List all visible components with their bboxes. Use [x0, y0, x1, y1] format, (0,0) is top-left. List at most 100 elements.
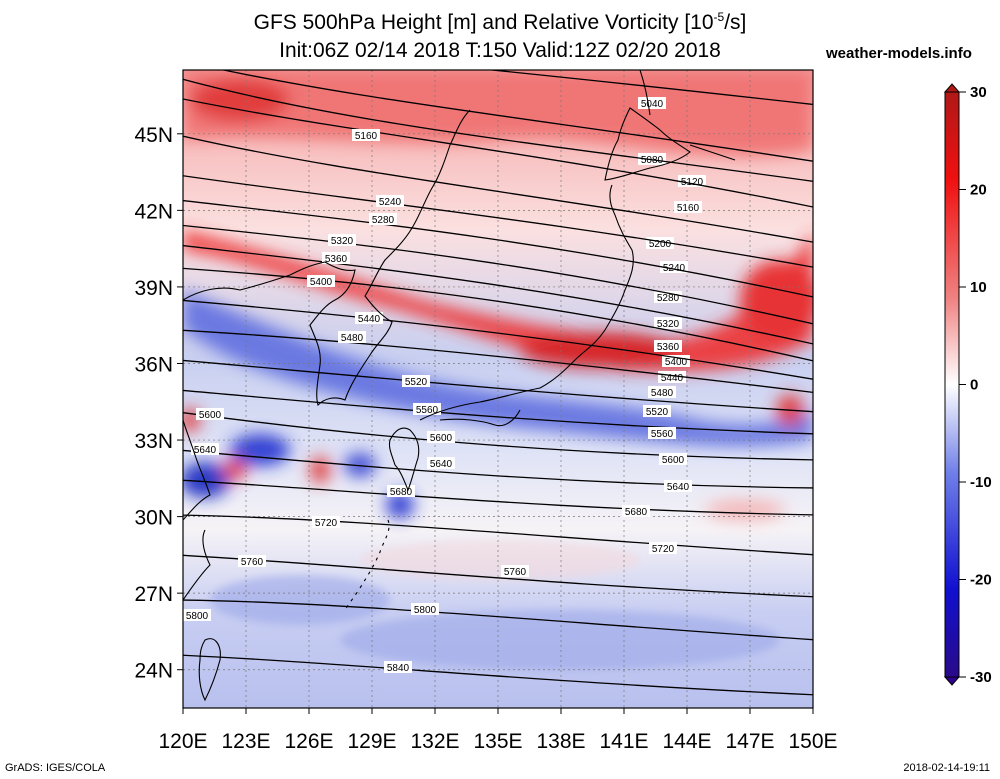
height-contour-label: 5760	[501, 565, 529, 578]
lat-tick-label: 42N	[134, 200, 173, 223]
height-contour-label: 5600	[427, 431, 455, 444]
colorbar-tick-label: -10	[970, 474, 992, 491]
colorbar-scale	[944, 91, 960, 678]
svg-text:5760: 5760	[241, 557, 264, 568]
lat-tick-label: 45N	[134, 124, 173, 147]
svg-text:5720: 5720	[652, 544, 675, 555]
lat-tick-label: 24N	[134, 660, 173, 683]
height-contour-line	[183, 654, 813, 696]
lon-tick-label: 126E	[284, 730, 333, 753]
height-contour-label: 5360	[322, 252, 350, 265]
svg-text:5440: 5440	[661, 373, 684, 384]
height-contour-label: 5520	[402, 375, 430, 388]
lat-tick-label: 33N	[134, 430, 173, 453]
height-contour-label: 5400	[307, 275, 335, 288]
height-contour-label: 5600	[196, 408, 224, 421]
height-contour-line	[183, 199, 813, 298]
height-contour-line	[220, 70, 813, 162]
svg-text:5600: 5600	[430, 433, 453, 444]
height-contour-label: 5080	[638, 153, 666, 166]
footer-timestamp: 2018-02-14-19:11	[903, 762, 990, 774]
height-contour-label: 5040	[638, 97, 666, 110]
height-contour-label: 5160	[352, 129, 380, 142]
height-contour-label: 5320	[654, 317, 682, 330]
height-contour-line	[486, 70, 813, 106]
colorbar-bottom-arrow	[943, 676, 961, 686]
height-contour-label: 5480	[338, 331, 366, 344]
lon-tick-label: 129E	[347, 730, 396, 753]
height-contour-line	[183, 599, 813, 641]
lat-tick-label: 30N	[134, 507, 173, 530]
lon-tick-label: 120E	[158, 730, 207, 753]
svg-text:5800: 5800	[414, 605, 437, 616]
height-contour-line	[183, 98, 813, 208]
svg-text:5320: 5320	[657, 319, 680, 330]
svg-text:5480: 5480	[651, 388, 674, 399]
height-contour-label: 5680	[387, 485, 415, 498]
footer-software: GrADS: IGES/COLA	[5, 762, 106, 774]
height-contour-label: 5360	[654, 340, 682, 353]
lat-lon-grid	[183, 70, 813, 708]
height-contour-line	[183, 267, 813, 362]
height-contour-line	[183, 449, 813, 489]
height-contour-label: 5560	[413, 403, 441, 416]
height-contour-label: 5640	[427, 457, 455, 470]
svg-text:5480: 5480	[341, 333, 364, 344]
title-line-1: GFS 500hPa Height [m] and Relative Vorti…	[253, 10, 747, 34]
svg-text:5800: 5800	[186, 611, 209, 622]
colorbar-top-arrow	[943, 83, 961, 93]
height-contour-line	[183, 78, 813, 182]
height-contour-label: 5640	[191, 443, 219, 456]
height-contour-label: 5520	[643, 405, 671, 418]
lon-tick-label: 144E	[662, 730, 711, 753]
svg-text:5640: 5640	[667, 482, 690, 493]
svg-text:5840: 5840	[387, 663, 410, 674]
height-contour-label: 5720	[312, 516, 340, 529]
svg-text:5680: 5680	[625, 507, 648, 518]
height-contour-label: 5160	[674, 201, 702, 214]
svg-text:5080: 5080	[641, 155, 664, 166]
svg-text:5760: 5760	[504, 567, 527, 578]
svg-text:5360: 5360	[657, 342, 680, 353]
height-contour-label: 5680	[622, 505, 650, 518]
height-contour-label: 5800	[183, 609, 211, 622]
svg-text:5560: 5560	[416, 405, 439, 416]
svg-text:5240: 5240	[379, 197, 402, 208]
height-contour-label: 5720	[649, 542, 677, 555]
svg-text:5240: 5240	[663, 263, 686, 274]
height-contour-label: 5120	[678, 175, 706, 188]
svg-text:5440: 5440	[358, 314, 381, 325]
height-contour-line	[183, 175, 813, 268]
height-contour-line	[183, 329, 813, 394]
lat-tick-label: 36N	[134, 353, 173, 376]
height-contour-label: 5640	[664, 480, 692, 493]
lon-tick-label: 138E	[536, 730, 585, 753]
brand-label: weather-models.info	[826, 45, 972, 62]
svg-text:5720: 5720	[315, 518, 338, 529]
longitude-axis: 120E 123E 126E 129E 132E 135E 138E 141E 144E 147E…	[158, 708, 838, 753]
svg-text:5520: 5520	[405, 377, 428, 388]
svg-text:5400: 5400	[310, 277, 333, 288]
colorbar-tick-label: -20	[970, 572, 992, 589]
svg-text:5200: 5200	[649, 239, 672, 250]
height-contour-label: 5320	[328, 234, 356, 247]
colorbar-tick-label: 10	[970, 279, 987, 296]
svg-text:5160: 5160	[677, 203, 700, 214]
height-contour-label: 5240	[376, 195, 404, 208]
height-contour-label: 5800	[411, 603, 439, 616]
colorbar-tick-label: 20	[970, 182, 987, 199]
colorbar-tick-label: 0	[970, 377, 978, 394]
svg-text:5600: 5600	[662, 455, 685, 466]
svg-text:5600: 5600	[199, 410, 222, 421]
coastlines	[183, 70, 736, 702]
svg-text:5120: 5120	[681, 177, 704, 188]
colorbar-tick-label: -30	[970, 669, 992, 686]
lon-tick-label: 147E	[725, 730, 774, 753]
svg-text:5280: 5280	[372, 215, 395, 226]
height-contour-label: 5760	[238, 555, 266, 568]
lon-tick-label: 135E	[473, 730, 522, 753]
svg-text:5280: 5280	[657, 293, 680, 304]
svg-text:5520: 5520	[646, 407, 669, 418]
svg-text:5640: 5640	[430, 459, 453, 470]
